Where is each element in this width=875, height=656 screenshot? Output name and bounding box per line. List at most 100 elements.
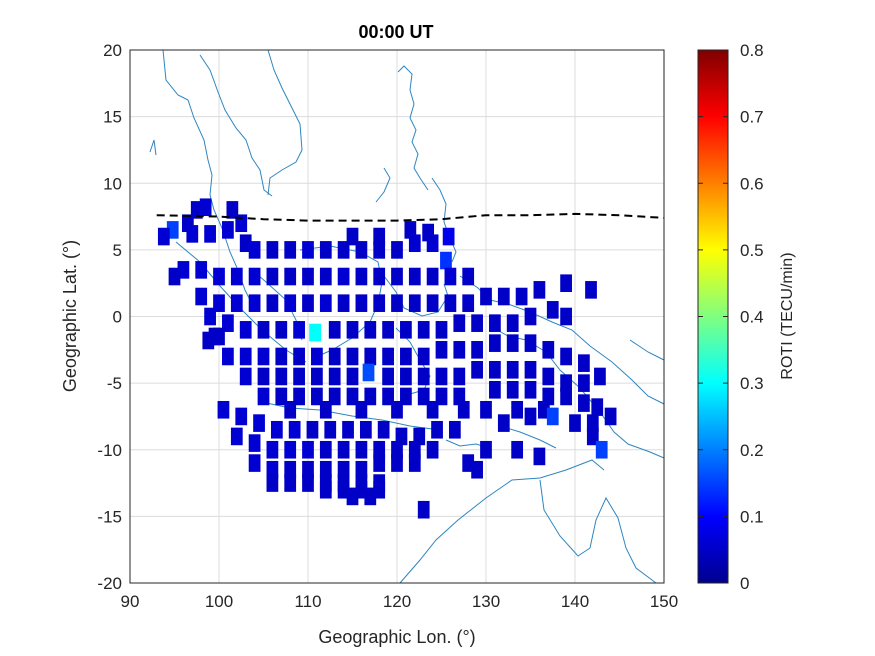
roti-cell (400, 347, 412, 366)
roti-cell (426, 440, 439, 459)
colorbar-tick-label: 0 (740, 574, 749, 593)
roti-cell (204, 225, 216, 243)
roti-cell (319, 241, 332, 259)
roti-cell (190, 201, 203, 219)
roti-cell (230, 267, 243, 286)
roti-cell (355, 440, 368, 459)
roti-cell (337, 241, 350, 259)
roti-cell (275, 367, 288, 386)
roti-cell (266, 267, 279, 286)
y-tick-label: 20 (103, 41, 122, 60)
roti-cell (364, 321, 377, 339)
roti-cell (284, 267, 297, 286)
roti-cell (373, 241, 386, 259)
roti-cell (373, 294, 386, 312)
roti-cell (248, 434, 261, 452)
colorbar-tick-label: 0.1 (740, 507, 764, 526)
colorbar-tick-label: 0.3 (740, 374, 764, 393)
roti-cell (435, 387, 448, 406)
colorbar-tick-label: 0.4 (740, 308, 764, 327)
roti-cell (319, 400, 332, 419)
roti-cell (444, 294, 457, 312)
roti-cell (373, 480, 386, 499)
roti-cell (222, 314, 234, 332)
roti-cell (400, 387, 412, 406)
x-tick-label: 100 (205, 592, 233, 611)
roti-cell (524, 407, 537, 426)
roti-cell (391, 400, 403, 419)
roti-cell (235, 214, 248, 233)
roti-cell (391, 267, 403, 286)
roti-cell (257, 387, 270, 406)
roti-cell (257, 321, 270, 339)
roti-cell (382, 367, 394, 386)
roti-cell (311, 367, 323, 386)
roti-cell (569, 414, 581, 432)
roti-cell (457, 400, 470, 419)
x-tick-label: 130 (472, 592, 500, 611)
roti-cell (489, 380, 501, 399)
roti-cell (328, 347, 341, 366)
roti-cell (284, 241, 297, 259)
roti-cell (506, 314, 519, 332)
roti-cell (266, 460, 279, 479)
roti-cell (346, 321, 359, 339)
roti-cell (560, 347, 572, 366)
roti-cell (373, 227, 386, 246)
roti-cell (346, 347, 359, 366)
roti-cell (546, 407, 559, 426)
roti-cell (293, 387, 305, 406)
y-axis-label: Geographic Lat. (°) (60, 240, 80, 392)
roti-cell (524, 380, 537, 399)
roti-cell (199, 198, 212, 217)
roti-cell (417, 367, 430, 386)
roti-cell (239, 234, 252, 253)
roti-cell (511, 400, 524, 419)
roti-cell (239, 367, 252, 386)
roti-cell (391, 294, 403, 312)
roti-cell (395, 427, 408, 446)
roti-cell (578, 374, 590, 392)
roti-cell (337, 267, 350, 286)
roti-cell (426, 400, 439, 419)
roti-cell (342, 420, 354, 439)
roti-cell (248, 294, 261, 312)
roti-cell (284, 294, 297, 312)
colorbar-tick-label: 0.2 (740, 441, 764, 460)
roti-cell (431, 420, 443, 439)
roti-cell (506, 334, 519, 352)
roti-cell (462, 267, 475, 286)
roti-cell (328, 387, 341, 406)
roti-cell (275, 347, 288, 366)
roti-cell (293, 367, 305, 386)
colorbar-tick-label: 0.8 (740, 41, 764, 60)
roti-cell (533, 281, 546, 299)
roti-cell (337, 480, 350, 499)
roti-cell (489, 361, 501, 379)
roti-cell (309, 323, 321, 342)
roti-cell (435, 367, 448, 386)
roti-cell (311, 387, 323, 406)
colorbar: 0.8 0.7 0.6 0.5 0.4 0.3 0.2 0.1 0 ROTI (TECU/min… (697, 41, 796, 593)
plot-area (129, 49, 665, 584)
roti-cell (270, 420, 283, 439)
roti-cell (235, 407, 248, 426)
roti-cell (408, 440, 421, 459)
roti-cell (408, 294, 421, 312)
roti-cell (293, 321, 305, 339)
y-tick-label: 15 (103, 108, 122, 127)
roti-cell (462, 454, 475, 472)
roti-cell (166, 221, 179, 239)
roti-cell (471, 361, 483, 379)
roti-cell (382, 387, 394, 406)
roti-cell (213, 294, 225, 312)
roti-cell (302, 460, 314, 479)
roti-cell (266, 294, 279, 312)
roti-cell (364, 387, 377, 406)
roti-cell (391, 241, 403, 259)
roti-cell (364, 487, 377, 506)
roti-cell (186, 225, 199, 243)
dip-equator-line (156, 212, 665, 222)
roti-cell (311, 347, 323, 366)
y-tick-label: -10 (97, 441, 122, 460)
